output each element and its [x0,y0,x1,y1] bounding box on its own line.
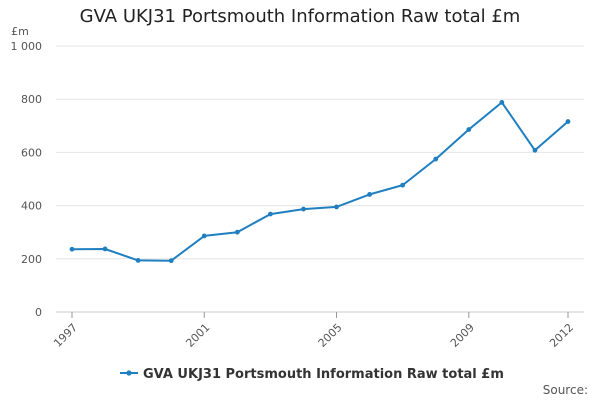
data-point [234,229,240,235]
y-axis: 0 200 400 600 800 1 000 [11,40,43,319]
data-point [367,192,372,197]
data-point [301,206,306,212]
data-point [433,156,439,162]
data-point [532,147,538,153]
legend-label: GVA UKJ31 Portsmouth Information Raw tot… [143,367,504,382]
y-axis-unit-label: £m [11,25,29,38]
data-point [400,182,406,188]
data-point [565,119,571,124]
chart-title: GVA UKJ31 Portsmouth Information Raw tot… [79,6,521,27]
data-point [466,127,472,132]
source-label: Source: [543,383,588,397]
grid-lines [56,45,584,313]
x-axis: 1997 2001 2005 2009 2012 [51,312,576,350]
y-tick-label: 200 [21,253,42,266]
data-point [334,204,339,210]
x-tick-label: 2012 [547,321,576,350]
x-tick-label: 1997 [51,321,80,350]
y-tick-label: 0 [35,306,42,319]
data-point [499,99,505,105]
y-tick-label: 600 [21,146,42,159]
series-line [71,101,569,262]
legend: GVA UKJ31 Portsmouth Information Raw tot… [120,367,504,382]
x-tick-label: 2009 [448,321,477,350]
data-point [69,246,75,252]
data-point [168,258,174,264]
data-point [201,233,207,239]
x-tick-label: 2005 [316,321,345,350]
y-tick-label: 400 [21,200,42,213]
series-layer [69,99,571,264]
x-tick-label: 2001 [183,321,212,350]
data-point [268,211,273,217]
legend-point-marker [126,370,132,376]
y-tick-label: 800 [21,93,42,106]
data-point [135,257,141,263]
data-point [102,246,108,252]
y-tick-label: 1 000 [11,40,43,53]
